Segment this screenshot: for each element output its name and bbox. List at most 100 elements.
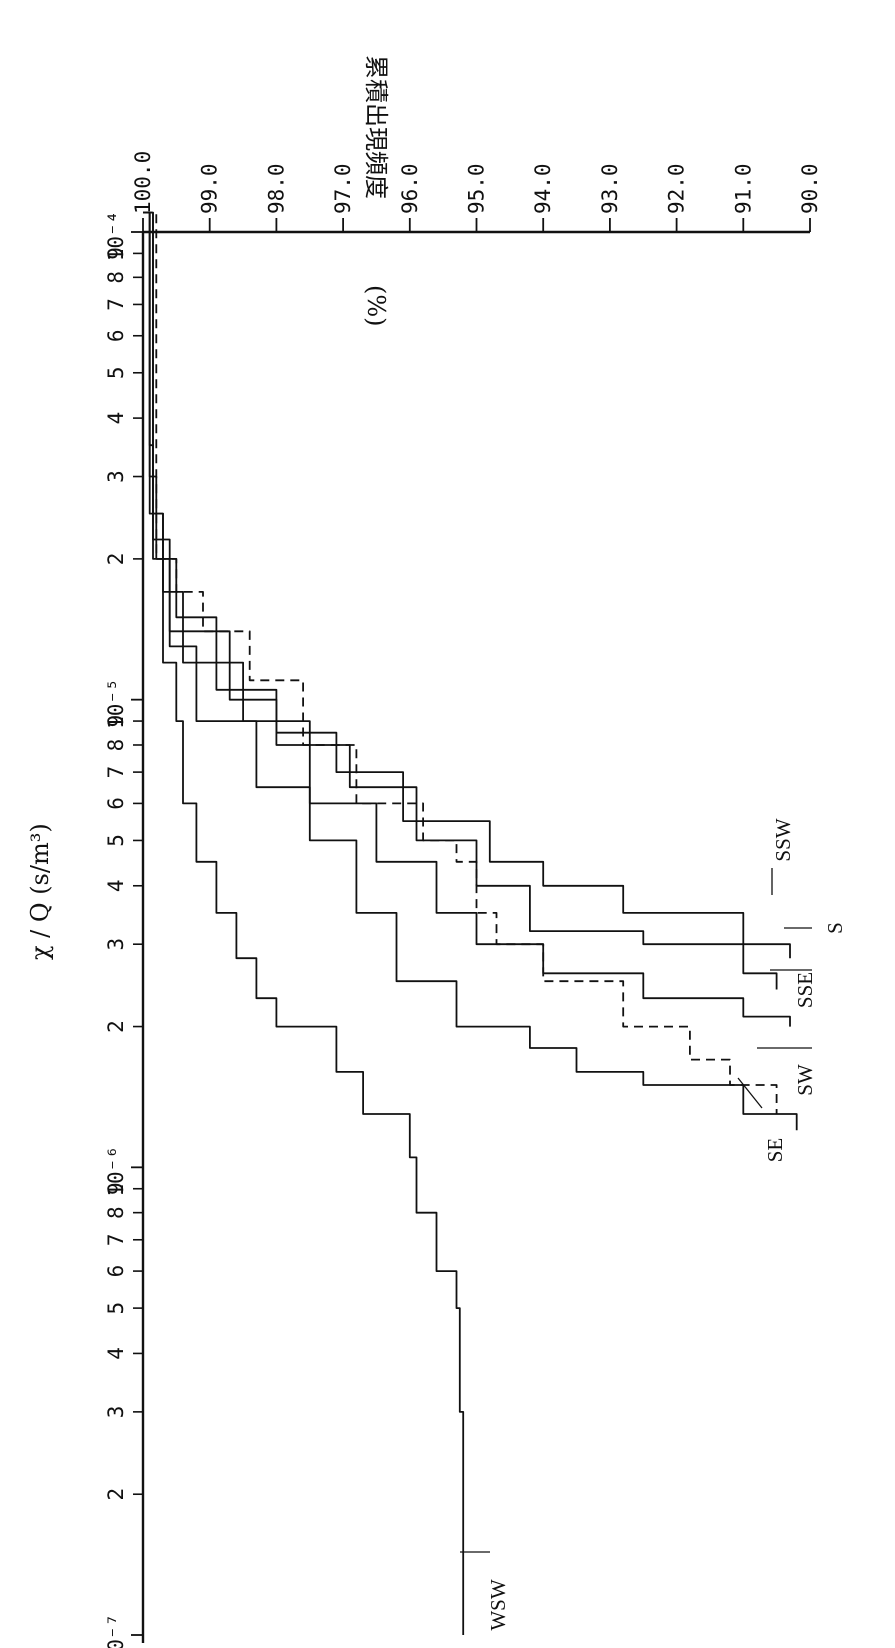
- series-line-sw: [143, 211, 778, 1114]
- x-tick-label: 8: [104, 739, 128, 752]
- y-tick-label-group: 91.0: [731, 163, 755, 214]
- x-tick-label-group: 6: [104, 797, 128, 810]
- x-tick-label: 8: [104, 271, 128, 284]
- x-tick-label: 4: [104, 1347, 128, 1360]
- x-tick-label: 6: [104, 1265, 128, 1278]
- x-tick-label-group: 10⁻⁶: [104, 1146, 128, 1197]
- series-label-group: SSE: [793, 972, 817, 1008]
- x-tick-label-group: 9: [104, 1182, 128, 1195]
- x-tick-label: 7: [104, 1233, 128, 1246]
- y-tick-label-group: 93.0: [598, 163, 622, 214]
- y-tick-label-group: 100.0: [131, 151, 155, 214]
- y-tick-label-group: 92.0: [665, 163, 689, 214]
- x-tick-label: 6: [104, 329, 128, 342]
- x-tick-label: 7: [104, 298, 128, 311]
- series-line-s: [143, 211, 778, 990]
- y-tick-label-group: 96.0: [398, 163, 422, 214]
- x-tick-label: 7: [104, 766, 128, 779]
- axes: 100.0 99.0 98.0 97.0 96.0 95.0 94.0 93.0 92.0 91.…: [104, 151, 822, 1648]
- y-tick-label-group: 98.0: [264, 163, 288, 214]
- series-group: [143, 211, 798, 1635]
- x-tick-label-group: 8: [104, 271, 128, 284]
- y-axis-title: 累積出現頻度: [362, 55, 390, 199]
- series-label-wsw: WSW: [486, 1579, 510, 1631]
- x-tick-label-group: 7: [104, 298, 128, 311]
- y-tick-label: 98.0: [264, 163, 288, 214]
- y-tick-label-group: 95.0: [465, 163, 489, 214]
- y-tick-label: 96.0: [398, 163, 422, 214]
- x-tick-label: 10⁻⁴: [104, 211, 128, 262]
- x-axis-title: χ / Q (s/m³): [26, 823, 54, 960]
- y-tick-label: 92.0: [665, 163, 689, 214]
- x-tick-label: 5: [104, 834, 128, 847]
- y-tick-label-group: 99.0: [198, 163, 222, 214]
- x-tick-label: 2: [104, 1020, 128, 1033]
- y-tick-label-group: 97.0: [331, 163, 355, 214]
- x-tick-label-group: 4: [104, 412, 128, 425]
- x-tick-label-group: 3: [104, 1406, 128, 1419]
- series-line-se: [143, 211, 798, 1131]
- x-tick-label: 9: [104, 247, 128, 260]
- series-line-sse: [143, 211, 791, 1027]
- series-label-group: SW: [793, 1064, 817, 1096]
- y-tick-label-group: 94.0: [531, 163, 555, 214]
- x-tick-label-group: 2: [104, 553, 128, 566]
- x-tick-label: 2: [104, 553, 128, 566]
- series-label-sw: SW: [793, 1064, 817, 1096]
- x-tick-label: 2: [104, 1488, 128, 1501]
- x-tick-label-group: 7: [104, 1233, 128, 1246]
- y-tick-label-group: 90.0: [798, 163, 822, 214]
- series-line-ssw: [143, 211, 791, 959]
- series-label-group: S: [823, 922, 847, 934]
- x-tick-label-group: 3: [104, 470, 128, 483]
- y-tick-label: 100.0: [131, 151, 155, 214]
- y-tick-label: 95.0: [465, 163, 489, 214]
- x-tick-label: 10⁻⁷: [104, 1614, 128, 1648]
- y-axis-unit: (%): [362, 285, 390, 327]
- series-label-group: WSW: [486, 1579, 510, 1631]
- series-label-leader: [737, 1077, 763, 1109]
- x-tick-label: 10⁻⁵: [104, 678, 128, 729]
- x-tick-label-group: 5: [104, 366, 128, 379]
- x-tick-label: 10⁻⁶: [104, 1146, 128, 1197]
- x-tick-label-group: 9: [104, 715, 128, 728]
- x-tick-label-group: 4: [104, 1347, 128, 1360]
- series-label-group: SE: [763, 1138, 787, 1163]
- x-tick-label: 6: [104, 797, 128, 810]
- x-tick-label: 9: [104, 1182, 128, 1195]
- y-tick-label: 97.0: [331, 163, 355, 214]
- x-tick-label: 9: [104, 715, 128, 728]
- x-tick-label: 4: [104, 412, 128, 425]
- x-tick-label-group: 5: [104, 1302, 128, 1315]
- x-tick-label-group: 2: [104, 1488, 128, 1501]
- series-label-se: SE: [763, 1138, 787, 1163]
- series-line-wsw: [143, 211, 465, 1635]
- x-tick-label: 4: [104, 879, 128, 892]
- x-tick-label-group: 8: [104, 739, 128, 752]
- y-tick-label: 94.0: [531, 163, 555, 214]
- x-tick-label-group: 6: [104, 1265, 128, 1278]
- series-label-group: SSW: [771, 818, 795, 861]
- y-tick-label: 99.0: [198, 163, 222, 214]
- x-tick-label: 3: [104, 470, 128, 483]
- x-tick-label-group: 10⁻⁴: [104, 211, 128, 262]
- x-tick-label-group: 10⁻⁷: [104, 1614, 128, 1648]
- y-tick-label: 90.0: [798, 163, 822, 214]
- x-tick-label-group: 3: [104, 938, 128, 951]
- x-tick-label-group: 8: [104, 1206, 128, 1219]
- x-tick-label-group: 4: [104, 879, 128, 892]
- y-tick-label: 93.0: [598, 163, 622, 214]
- x-tick-label: 8: [104, 1206, 128, 1219]
- x-tick-label: 5: [104, 366, 128, 379]
- series-label-s: S: [823, 922, 847, 934]
- x-tick-label-group: 5: [104, 834, 128, 847]
- x-tick-label: 3: [104, 1406, 128, 1419]
- x-tick-label: 3: [104, 938, 128, 951]
- series-labels: SSW S SSE SW SE WSW: [460, 818, 847, 1631]
- x-tick-label-group: 9: [104, 247, 128, 260]
- y-tick-label: 91.0: [731, 163, 755, 214]
- x-tick-label: 5: [104, 1302, 128, 1315]
- x-tick-label-group: 7: [104, 766, 128, 779]
- series-label-sse: SSE: [793, 972, 817, 1008]
